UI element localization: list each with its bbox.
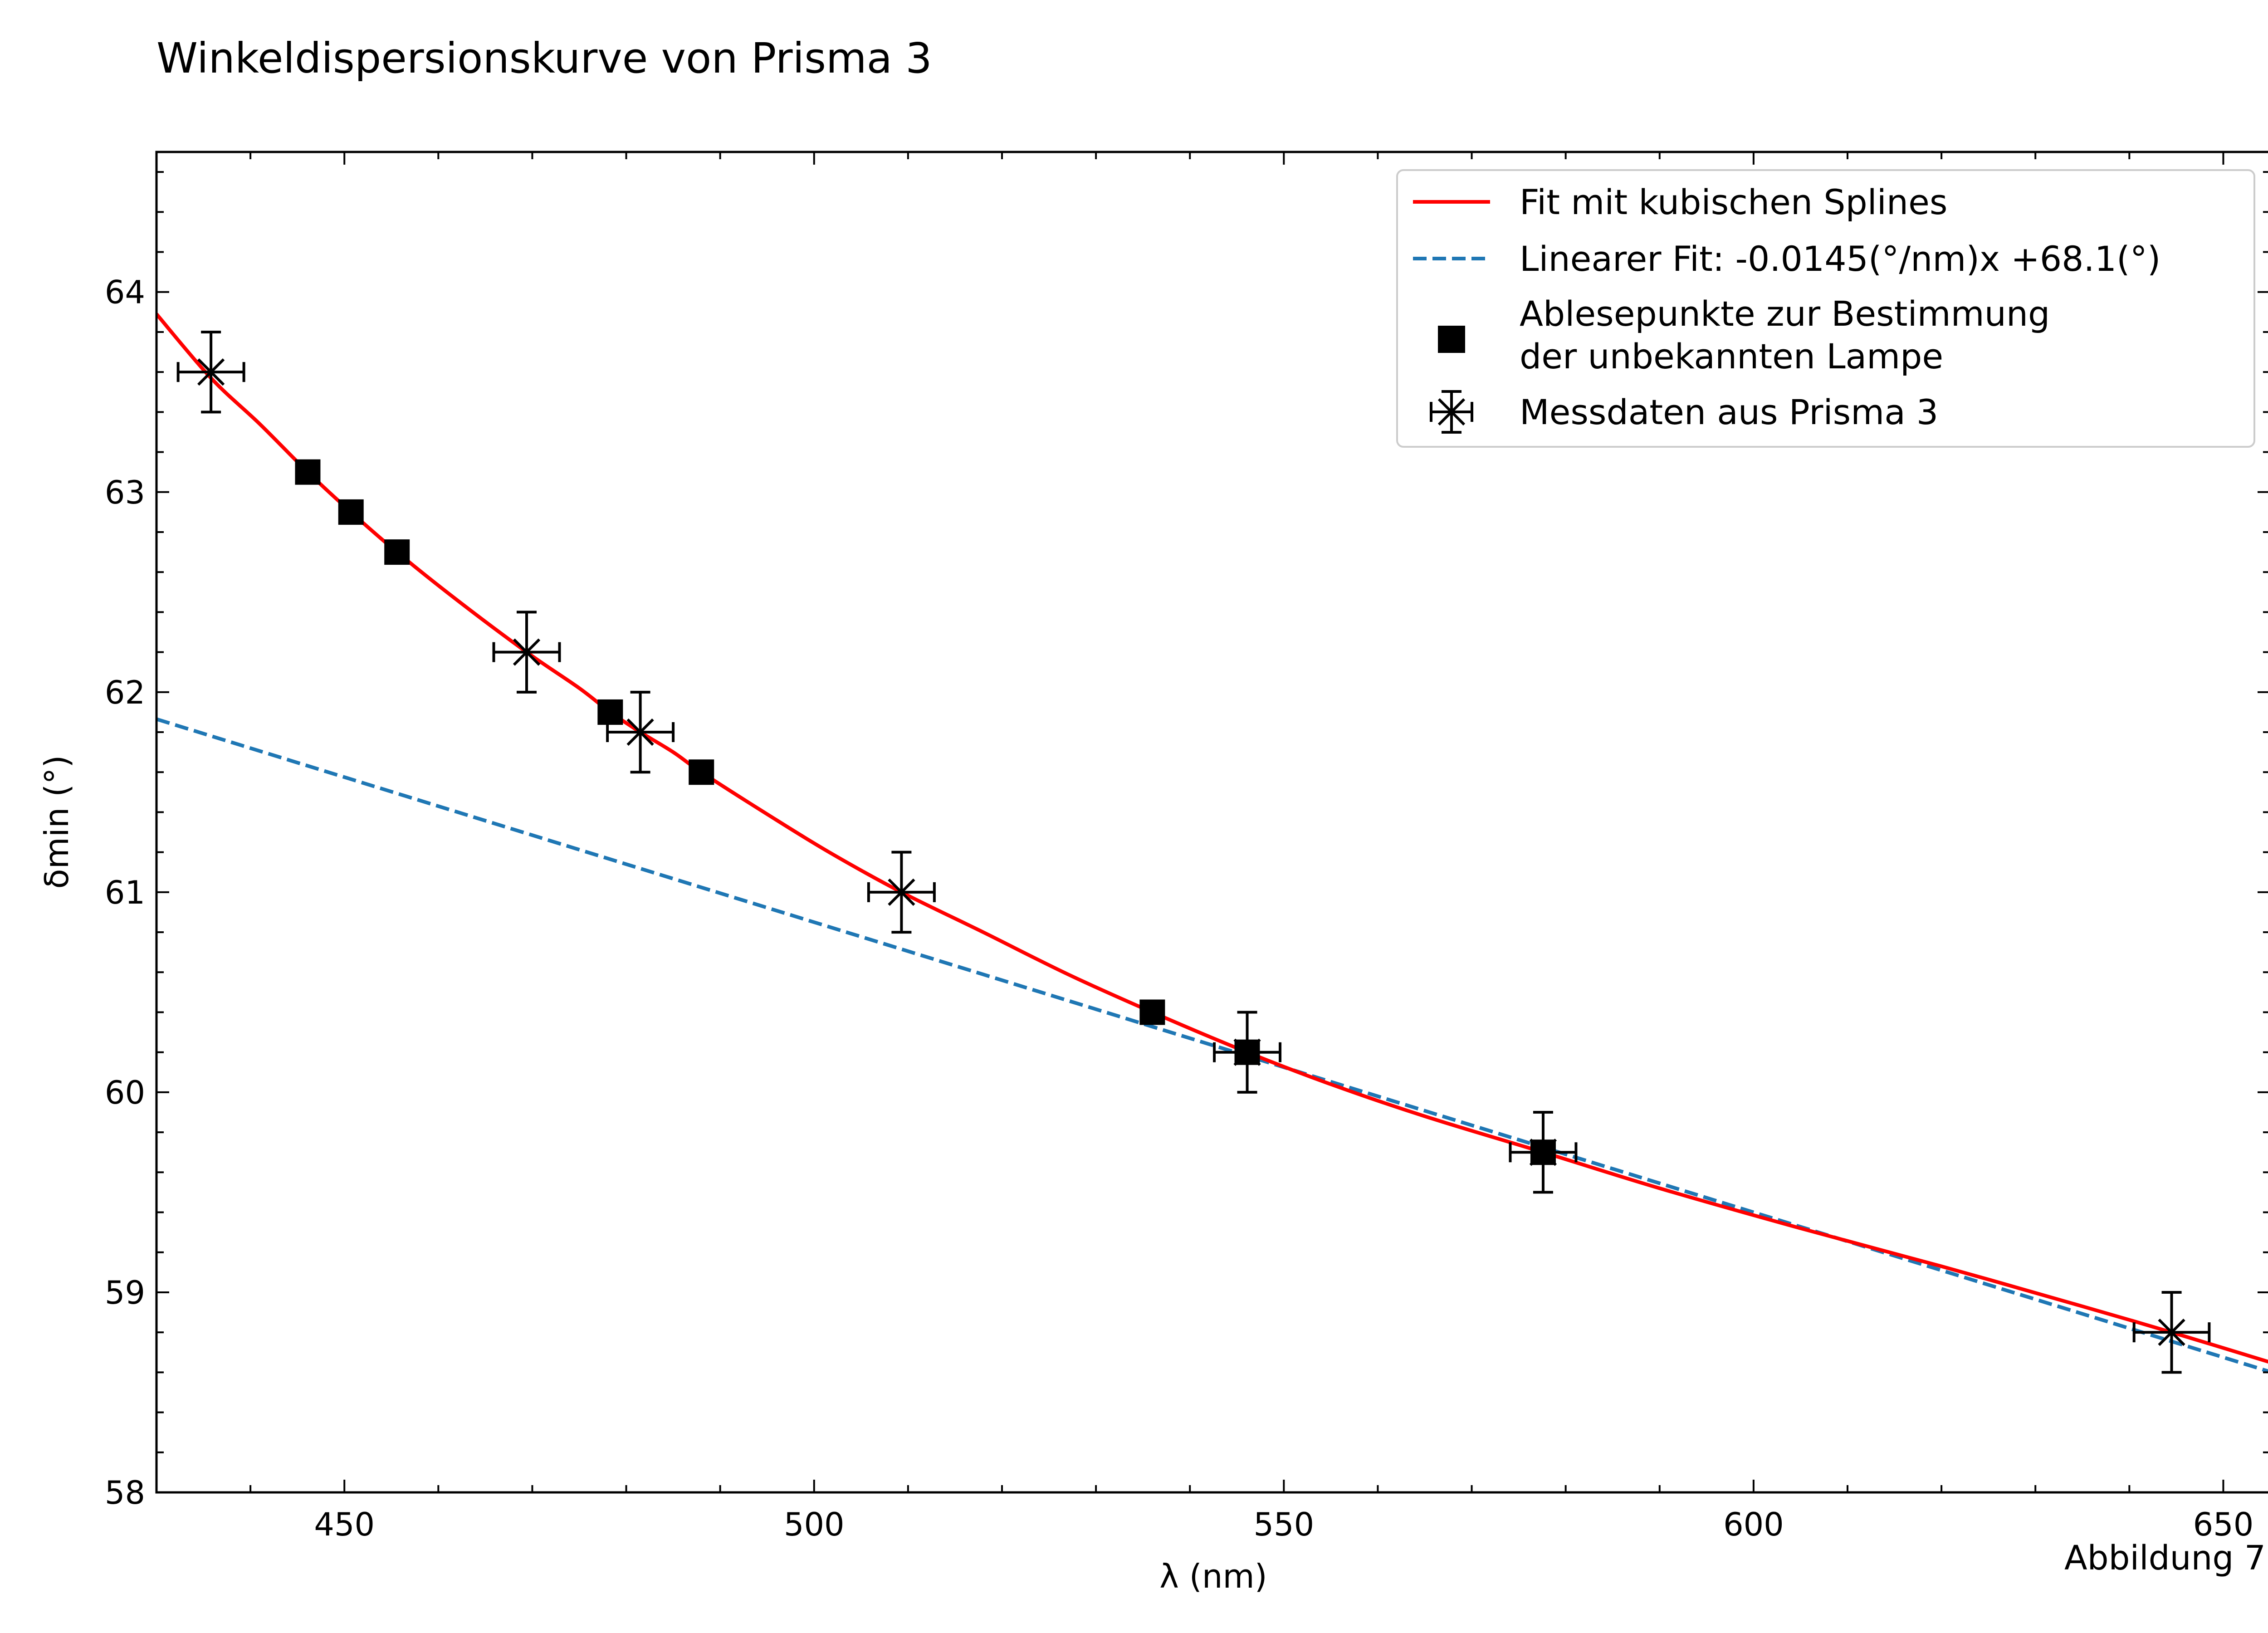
legend-spline-label: Fit mit kubischen Splines: [1520, 182, 1947, 222]
y-tick-label: 64: [105, 274, 145, 311]
reading-point-marker: [1139, 999, 1165, 1025]
y-tick-label: 63: [105, 474, 145, 511]
x-tick-label: 500: [784, 1506, 845, 1543]
measurement-point: [867, 851, 936, 934]
legend: Fit mit kubischen Splines Linearer Fit: …: [1396, 169, 2255, 448]
x-marker-stroke: [513, 638, 541, 666]
linear-fit-line: [156, 717, 2268, 1373]
reading-point-marker: [295, 459, 321, 485]
legend-square-label-line2: der unbekannten Lampe: [1520, 336, 1943, 376]
measurement-point: [492, 611, 561, 694]
y-tick-label: 60: [105, 1074, 145, 1111]
y-axis-label: δmin (°): [38, 755, 76, 889]
reading-point-marker: [338, 499, 364, 525]
reading-point-marker: [384, 539, 410, 565]
x-marker-stroke: [626, 718, 654, 746]
legend-square-label-line1: Ablesepunkte zur Bestimmung: [1520, 293, 2050, 334]
reading-point-marker: [597, 699, 623, 725]
legend-linear-label: Linearer Fit: -0.0145(°/nm)x +68.1(°): [1520, 239, 2160, 279]
legend-measurement-label: Messdaten aus Prisma 3: [1520, 392, 1938, 432]
x-tick-label: 600: [1723, 1506, 1784, 1543]
axis-ticks: 450 500 550 600 650 58 59 60 61 62 63 64: [105, 152, 2268, 1543]
measurement-point: [606, 690, 675, 774]
x-marker-stroke: [888, 878, 915, 906]
x-marker-stroke: [1529, 1139, 1557, 1166]
y-tick-label: 62: [105, 674, 145, 711]
legend-x-marker-stroke: [1437, 398, 1466, 426]
measurement-point: [2132, 1291, 2211, 1374]
measurement-point: [1509, 1111, 1578, 1194]
chart-title: Winkeldispersionskurve von Prisma 3: [156, 34, 932, 83]
legend-measurement-marker: [1430, 390, 1473, 434]
reading-point-marker: [689, 759, 714, 785]
y-tick-label: 59: [105, 1274, 145, 1311]
x-marker-stroke: [2158, 1319, 2185, 1346]
legend-box: [1396, 169, 2255, 448]
y-tick-label: 61: [105, 874, 145, 911]
measurement-point: [1213, 1011, 1282, 1094]
figure-footnote: Abbildung 7: [2064, 1539, 2266, 1578]
x-axis-label: λ (nm): [1159, 1557, 1267, 1595]
x-tick-label: 450: [314, 1506, 375, 1543]
x-marker-stroke: [197, 358, 225, 386]
plot-content: [156, 313, 2268, 1374]
x-marker-stroke: [1233, 1038, 1261, 1066]
plot-frame: [155, 151, 2268, 1494]
x-tick-label: 550: [1254, 1506, 1315, 1543]
y-tick-label: 58: [105, 1474, 145, 1511]
legend-measurement-symbol: [1430, 390, 1473, 434]
measurement-point: [176, 330, 245, 414]
legend-square-marker: [1438, 326, 1465, 353]
x-tick-label: 650: [2193, 1506, 2254, 1543]
